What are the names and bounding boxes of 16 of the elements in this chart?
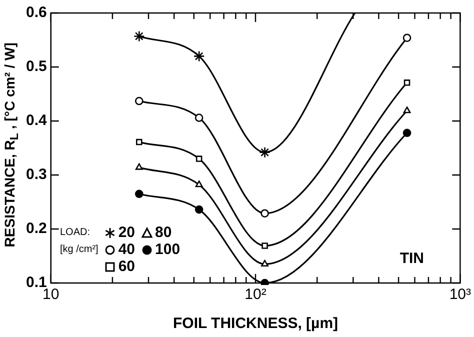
legend-label: 60: [117, 258, 136, 275]
annotation: TIN: [400, 250, 424, 267]
x-tick-label: 10²: [244, 286, 266, 304]
y-tick-label: 0.4: [26, 112, 48, 130]
x-tick-label: 10³: [449, 286, 472, 304]
y-tick-label: 0.2: [26, 220, 47, 238]
legend-title: LOAD: [kg /cm²]: [60, 226, 98, 257]
legend-label: 40: [117, 241, 136, 258]
y-tick-label: 0.3: [26, 166, 47, 184]
y-tick-label: 0.5: [26, 58, 47, 76]
legend-label: 100: [154, 241, 180, 258]
x-tick-label: 10: [42, 286, 60, 304]
legend-label: 80: [154, 224, 173, 241]
y-tick-label: 0.6: [26, 4, 47, 22]
legend-label: 20: [117, 224, 136, 241]
x-axis-title: FOIL THICKNESS, [µm]: [172, 315, 338, 332]
